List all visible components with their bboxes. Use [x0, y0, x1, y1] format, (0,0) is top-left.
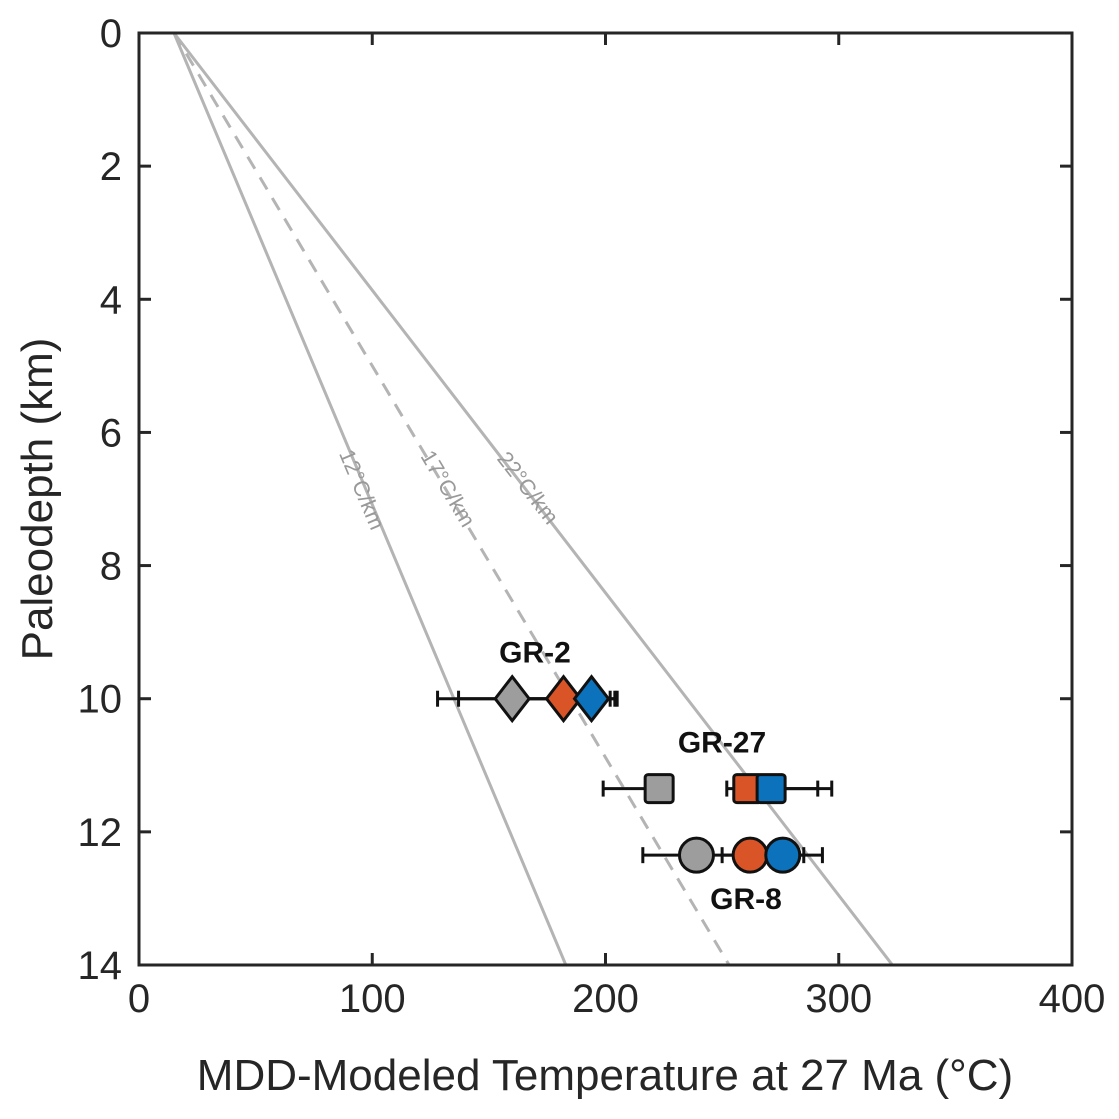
y-tick-label: 8 [100, 545, 122, 589]
x-tick-label: 400 [1039, 977, 1106, 1021]
geotherm-line [172, 32, 731, 966]
diamond-marker [493, 674, 532, 724]
y-tick-label: 4 [100, 278, 122, 322]
x-tick-label: 100 [339, 977, 406, 1021]
y-tick-label: 10 [78, 678, 123, 722]
plot-frame [137, 31, 1074, 967]
sample-label: GR-8 [710, 883, 782, 916]
y-tick-label: 6 [100, 411, 122, 455]
diamond-marker [572, 674, 611, 724]
sample-label: GR-27 [678, 727, 766, 760]
y-tick-label: 12 [78, 811, 123, 855]
y-tick-label: 2 [100, 145, 122, 189]
diamond-marker [544, 674, 583, 724]
circle-marker [764, 836, 802, 874]
geotherm-line [172, 32, 568, 966]
x-tick-label: 0 [128, 977, 150, 1021]
geotherm-label: 12°C/km [334, 446, 390, 534]
circle-marker [731, 836, 769, 874]
y-tick-label: 0 [100, 12, 122, 56]
square-marker [643, 773, 675, 805]
geotherm-label: 22°C/km [492, 447, 563, 529]
square-marker [755, 773, 787, 805]
sample-label: GR-2 [499, 637, 571, 670]
x-axis-label: MDD-Modeled Temperature at 27 Ma (°C) [197, 1051, 1013, 1100]
y-axis-label: Paleodepth (km) [13, 338, 62, 661]
circle-marker [677, 836, 715, 874]
geotherm-line [172, 32, 894, 966]
x-tick-label: 300 [805, 977, 872, 1021]
y-tick-label: 14 [78, 944, 123, 988]
x-tick-label: 200 [572, 977, 639, 1021]
geotherm-label: 17°C/km [416, 446, 481, 531]
